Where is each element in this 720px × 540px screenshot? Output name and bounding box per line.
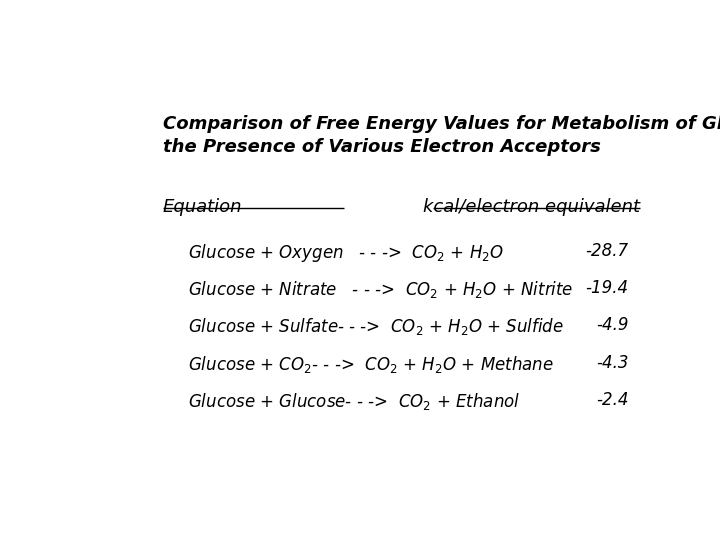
Text: -4.9: -4.9 <box>596 316 629 334</box>
Text: Glucose + Oxygen   - - ->  CO$_2$ + H$_2$O: Glucose + Oxygen - - -> CO$_2$ + H$_2$O <box>188 241 504 264</box>
Text: Glucose + Glucose- - ->  CO$_2$ + Ethanol: Glucose + Glucose- - -> CO$_2$ + Ethanol <box>188 391 520 412</box>
Text: -4.3: -4.3 <box>596 354 629 372</box>
Text: Glucose + Nitrate   - - ->  CO$_2$ + H$_2$O + Nitrite: Glucose + Nitrate - - -> CO$_2$ + H$_2$O… <box>188 279 573 300</box>
Text: -28.7: -28.7 <box>585 241 629 260</box>
Text: -19.4: -19.4 <box>585 279 629 297</box>
Text: Equation: Equation <box>163 198 242 216</box>
Text: Glucose + Sulfate- - ->  CO$_2$ + H$_2$O + Sulfide: Glucose + Sulfate- - -> CO$_2$ + H$_2$O … <box>188 316 564 338</box>
Text: Comparison of Free Energy Values for Metabolism of Glucose in
the Presence of Va: Comparison of Free Energy Values for Met… <box>163 114 720 156</box>
Text: Glucose + CO$_2$- - ->  CO$_2$ + H$_2$O + Methane: Glucose + CO$_2$- - -> CO$_2$ + H$_2$O +… <box>188 354 554 375</box>
Text: kcal/electron equivalent: kcal/electron equivalent <box>423 198 639 216</box>
Text: -2.4: -2.4 <box>596 391 629 409</box>
